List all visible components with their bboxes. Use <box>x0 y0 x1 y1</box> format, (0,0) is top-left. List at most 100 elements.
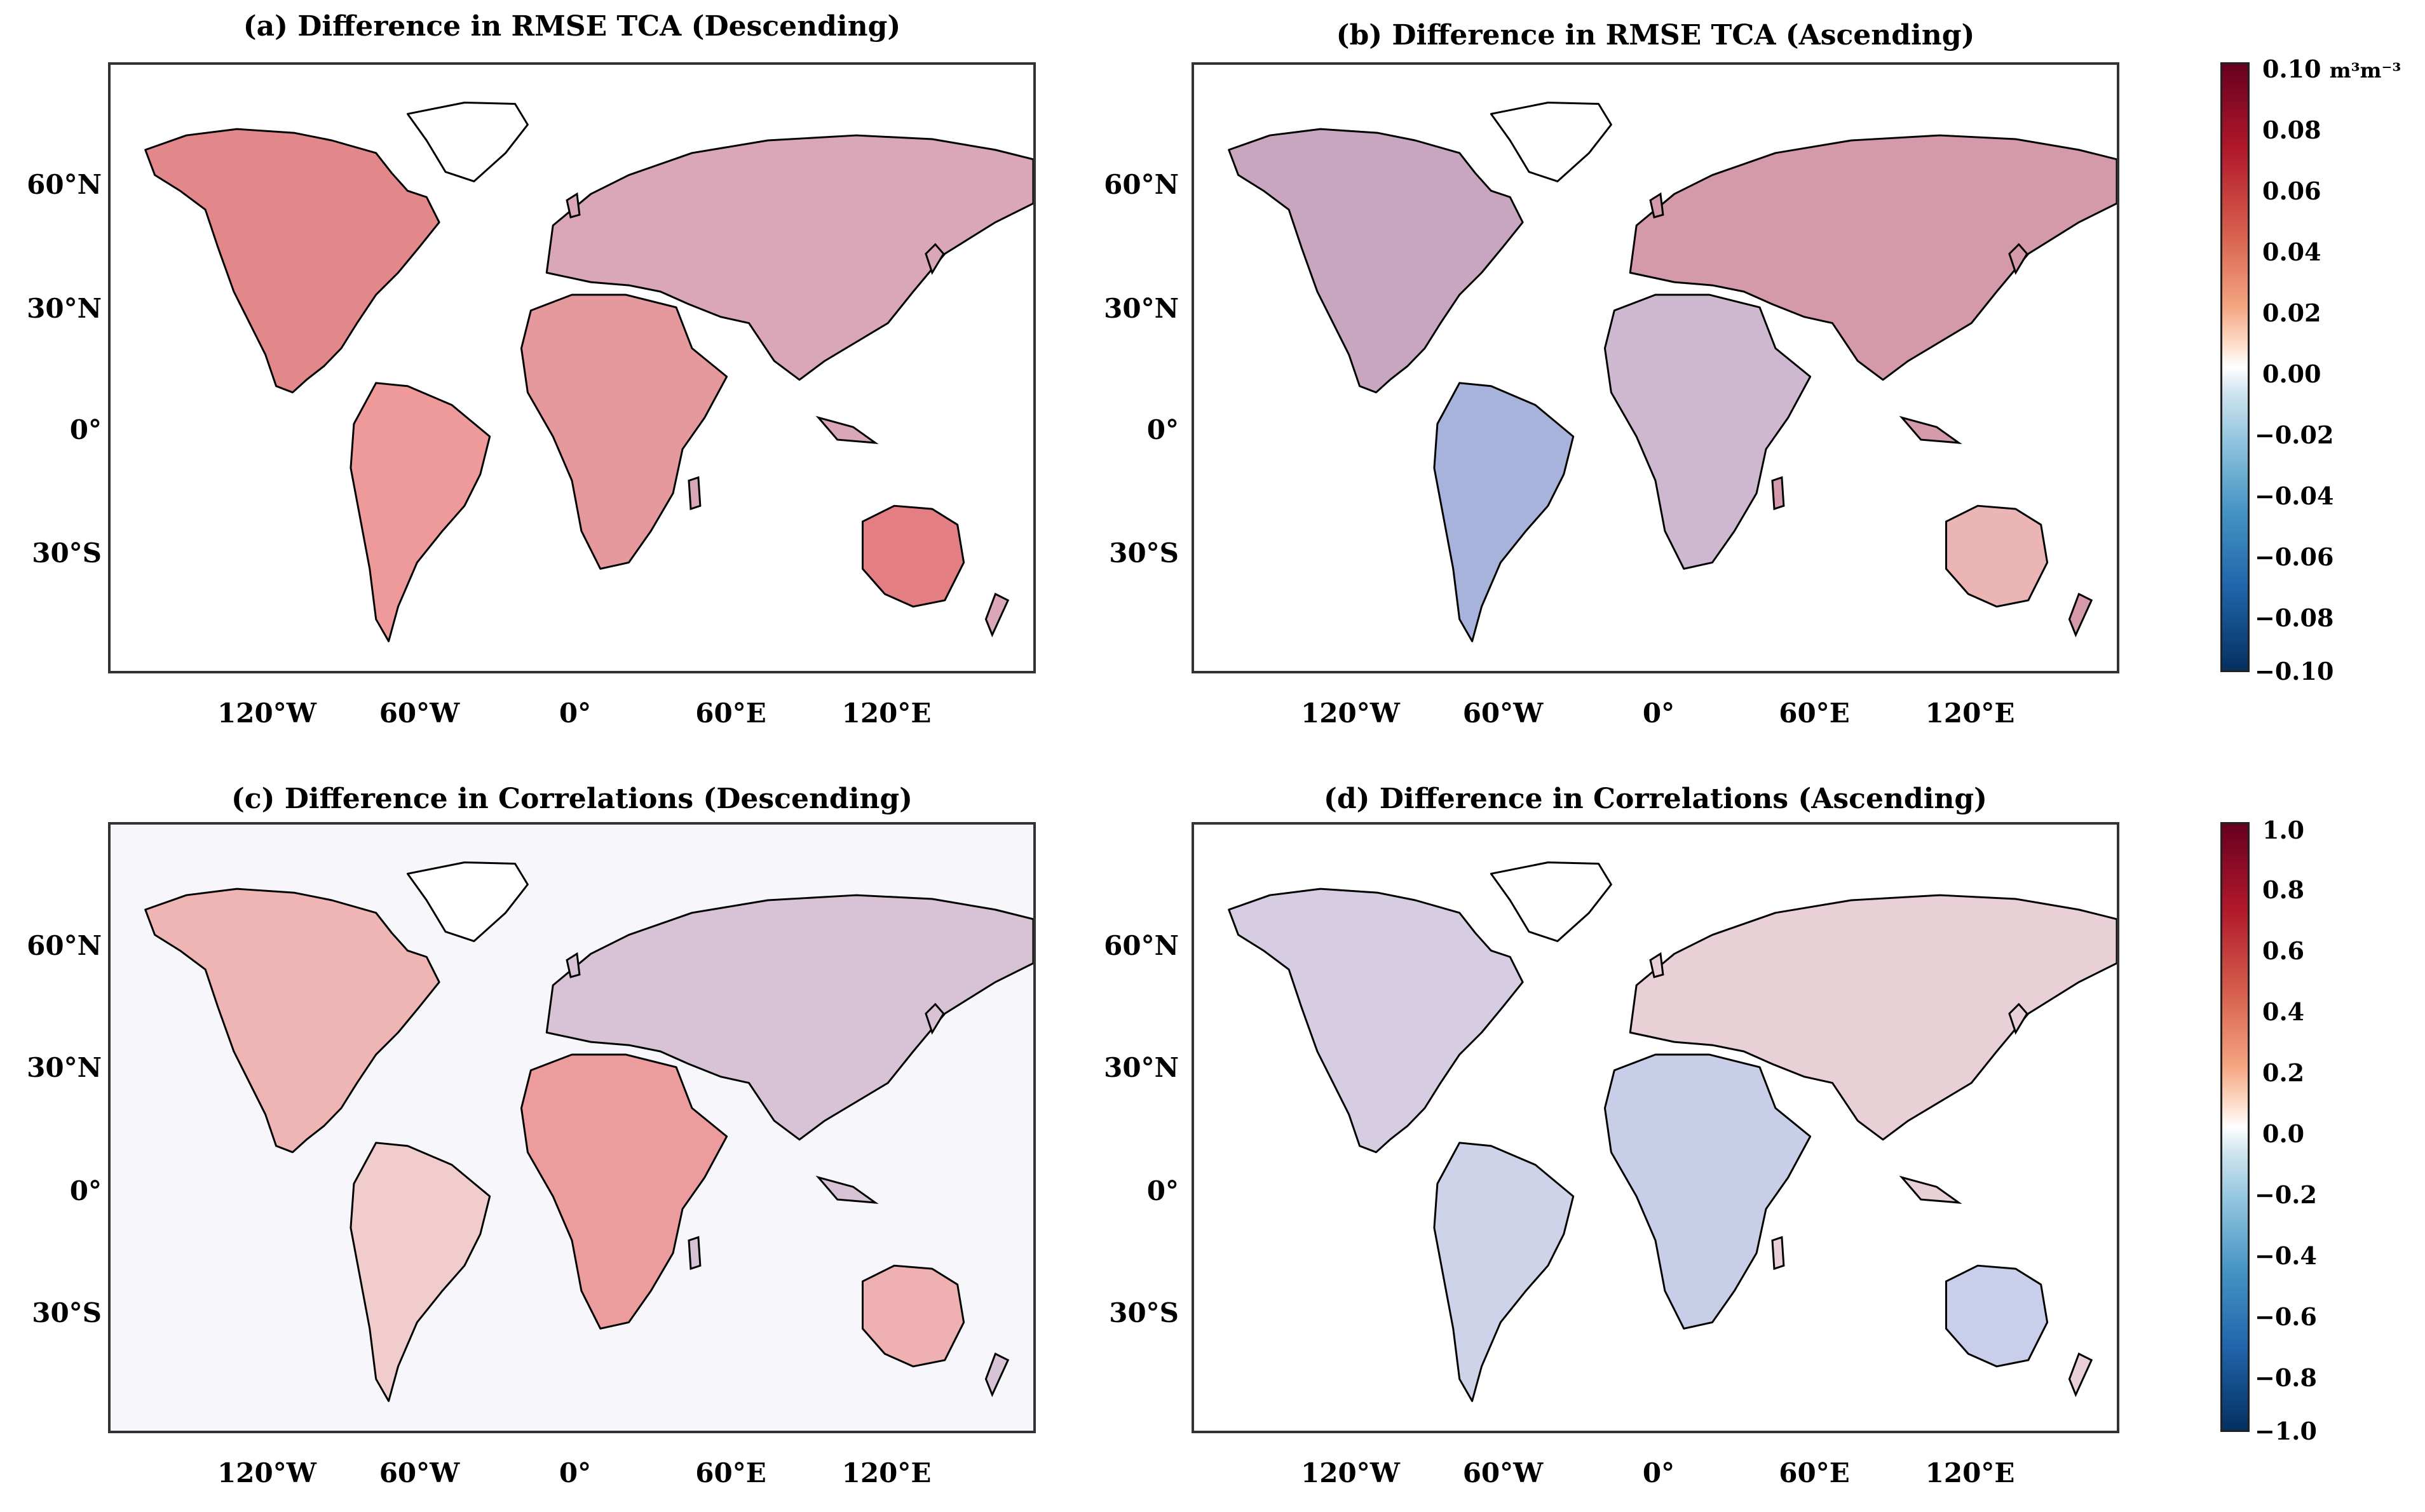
continent-australia <box>861 504 965 608</box>
island <box>925 1002 945 1035</box>
lon-label-120w: 120°W <box>217 1457 316 1488</box>
lon-label-120w: 120°W <box>217 698 316 729</box>
lon-label-0: 0° <box>559 1457 592 1488</box>
cbar-top-tick: 0.06 <box>2262 177 2321 205</box>
lon-label-60w: 60°W <box>1462 698 1544 729</box>
lon-label-120w: 120°W <box>1301 698 1400 729</box>
continent-eurasia <box>1629 894 2117 1141</box>
island <box>566 952 581 978</box>
map-c-svg <box>144 861 1033 1402</box>
island <box>925 243 945 275</box>
continent-eurasia <box>545 894 1033 1141</box>
lat-label-0: 0° <box>69 1175 102 1206</box>
cbar-top-tick: 0.02 <box>2262 299 2321 327</box>
island <box>1771 476 1785 511</box>
continent-south-america <box>1433 382 1575 642</box>
continent-north-america <box>144 128 440 394</box>
lon-label-120e: 120°E <box>1925 1457 2015 1488</box>
cbar-bottom-tick: −0.4 <box>2255 1241 2317 1270</box>
island <box>984 592 1010 638</box>
lon-label-60e: 60°E <box>1779 1457 1850 1488</box>
island <box>815 1175 879 1204</box>
cbar-top-tick: −0.02 <box>2255 421 2334 449</box>
map-a-svg <box>144 102 1033 642</box>
continent-greenland <box>406 102 529 182</box>
continent-greenland <box>1490 102 1612 182</box>
lat-label-30n: 30°N <box>1104 293 1179 324</box>
lon-label-0: 0° <box>1642 1457 1675 1488</box>
lon-label-60w: 60°W <box>1462 1457 1544 1488</box>
lat-label-0: 0° <box>1146 414 1179 445</box>
island <box>566 192 581 219</box>
island <box>2008 1002 2028 1035</box>
cbar-bottom-tick: 0.2 <box>2262 1058 2305 1087</box>
continent-africa <box>1603 1053 1812 1330</box>
cbar-bottom-tick: −1.0 <box>2255 1417 2317 1445</box>
cbar-bottom-tick: 0.4 <box>2262 997 2305 1026</box>
lat-label-30s: 30°S <box>1109 537 1179 569</box>
island <box>2068 592 2093 638</box>
lon-label-120e: 120°E <box>841 698 932 729</box>
lon-label-60w: 60°W <box>379 698 460 729</box>
island <box>1899 1175 1962 1204</box>
cbar-bottom-tick: 0.0 <box>2262 1119 2305 1148</box>
cbar-top-tick: −0.04 <box>2255 482 2334 510</box>
island <box>1771 1236 1785 1271</box>
continent-south-america <box>350 382 491 642</box>
cbar-top-tick: 0.00 <box>2262 360 2321 388</box>
cbar-bottom-tick: −0.6 <box>2255 1302 2317 1331</box>
cbar-top-tick: −0.10 <box>2255 657 2334 685</box>
panel-b-title: (b) Difference in RMSE TCA (Ascending) <box>1336 19 1975 51</box>
island <box>984 1352 1010 1398</box>
lat-label-0: 0° <box>1146 1175 1179 1206</box>
cbar-top-tick: −0.06 <box>2255 543 2334 571</box>
continent-eurasia <box>1629 134 2117 381</box>
cbar-bottom-tick: 0.6 <box>2262 936 2305 965</box>
cbar-top-tick: 0.04 <box>2262 238 2321 266</box>
cbar-top-tick: 0.08 <box>2262 116 2321 144</box>
lon-label-120w: 120°W <box>1301 1457 1400 1488</box>
continent-greenland <box>1490 861 1612 942</box>
lat-label-60n: 60°N <box>1104 930 1179 961</box>
lon-label-0: 0° <box>1642 698 1675 729</box>
cbar-unit: m³m⁻³ <box>2329 58 2401 83</box>
lat-label-30n: 30°N <box>27 293 102 324</box>
lat-label-60n: 60°N <box>1104 169 1179 200</box>
lon-label-120e: 120°E <box>1925 698 2015 729</box>
map-b-svg <box>1228 102 2117 642</box>
colorbar-rmse <box>2220 62 2250 672</box>
continent-australia <box>1945 504 2049 608</box>
cbar-bottom-tick: 0.8 <box>2262 875 2305 904</box>
island <box>1899 415 1962 444</box>
lat-label-0: 0° <box>69 414 102 445</box>
continent-africa <box>1603 294 1812 570</box>
lat-label-30n: 30°N <box>1104 1052 1179 1083</box>
continent-australia <box>1945 1264 2049 1368</box>
map-panel-c <box>108 822 1036 1433</box>
island <box>2008 243 2028 275</box>
lat-label-30s: 30°S <box>1109 1297 1179 1328</box>
lat-label-30s: 30°S <box>32 537 102 569</box>
continent-africa <box>520 1053 728 1330</box>
cbar-bottom-tick: 1.0 <box>2262 816 2305 844</box>
panel-c-title: (c) Difference in Correlations (Descendi… <box>231 783 913 815</box>
island <box>2068 1352 2093 1398</box>
continent-south-america <box>1433 1142 1575 1402</box>
continent-eurasia <box>545 134 1033 381</box>
lon-label-120e: 120°E <box>841 1457 932 1488</box>
map-d-svg <box>1228 861 2117 1402</box>
island <box>688 476 702 511</box>
island <box>688 1236 702 1271</box>
lat-label-30n: 30°N <box>27 1052 102 1083</box>
lat-label-60n: 60°N <box>27 930 102 961</box>
lat-label-30s: 30°S <box>32 1297 102 1328</box>
continent-africa <box>520 294 728 570</box>
map-panel-a <box>108 62 1036 673</box>
island <box>815 415 879 444</box>
colorbar-correlation <box>2220 822 2250 1432</box>
panel-a-title: (a) Difference in RMSE TCA (Descending) <box>243 10 901 43</box>
lon-label-60w: 60°W <box>379 1457 460 1488</box>
continent-australia <box>861 1264 965 1368</box>
map-panel-b <box>1192 62 2119 673</box>
lon-label-60e: 60°E <box>695 1457 766 1488</box>
